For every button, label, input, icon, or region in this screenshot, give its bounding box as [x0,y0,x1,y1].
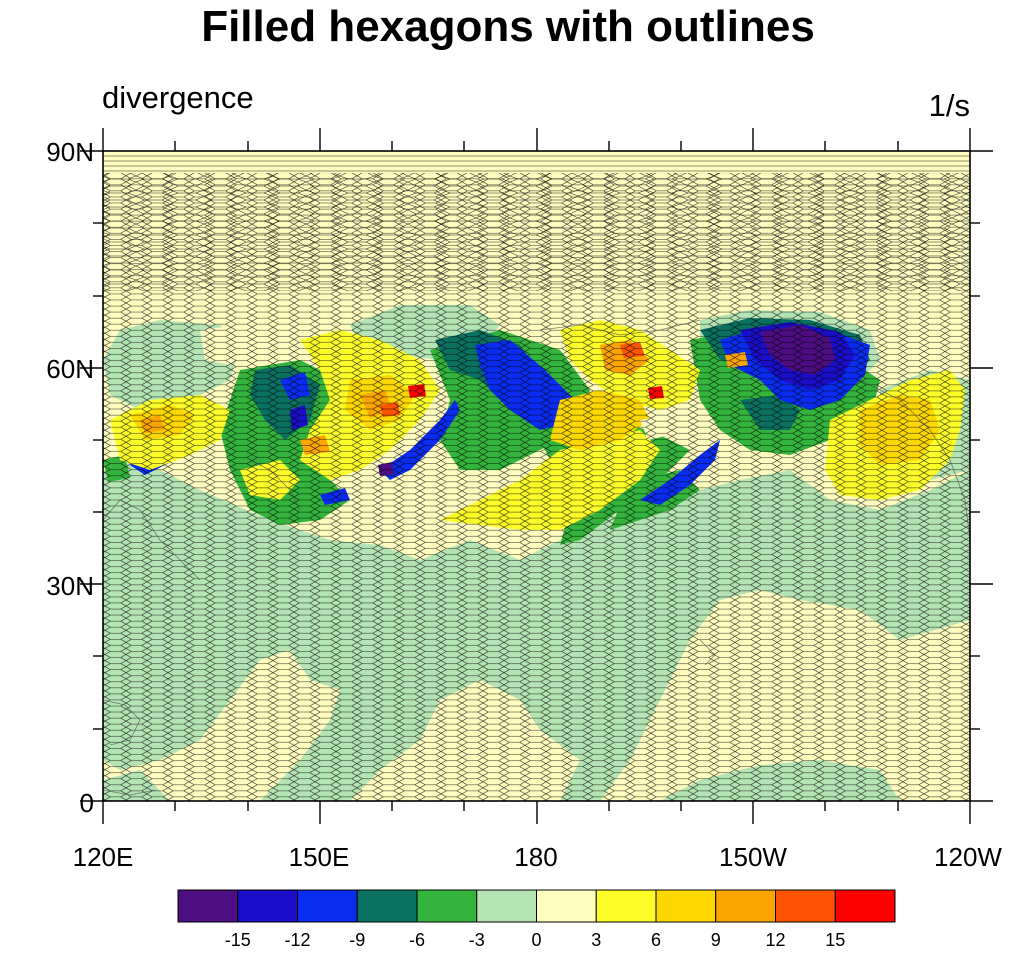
polar-mesh [103,151,970,291]
colorbar-label: -12 [284,930,311,950]
colorbar-box [595,889,657,923]
colorbar-label: 0 [531,930,542,950]
colorbar-label: 6 [650,930,661,950]
colorbar-label: 3 [591,930,602,950]
lon-label-150e: 150E [288,842,350,872]
colorbar-label: -15 [224,930,251,950]
lat-label-0: 0 [79,788,94,818]
chart-title: Filled hexagons with outlines [201,2,815,51]
lon-label-150w: 150W [719,842,787,872]
colorbar-box [297,889,358,923]
colorbar-box [177,889,239,923]
colorbar-box [476,889,537,923]
lon-label-120e: 120E [72,842,134,872]
lon-label-180: 180 [514,842,558,872]
colorbar-box [356,889,418,923]
colorbar-label: 12 [765,930,786,950]
colorbar-label: -3 [468,930,485,950]
colorbar-box [416,889,478,923]
colorbar-box [715,889,776,923]
lat-label-60n: 60N [46,354,94,384]
colorbar-box [536,889,597,923]
colorbar-box [655,889,717,923]
colorbar-box [775,889,836,923]
colorbar-label: -6 [408,930,425,950]
lon-label-120w: 120W [934,842,1002,872]
lat-label-90n: 90N [46,137,94,167]
axis-ticks [80,128,993,824]
variable-name: divergence [102,80,254,115]
polar-rows [103,155,970,172]
coastlines [103,319,970,796]
colorbar-box [834,889,896,923]
lat-label-30n: 30N [46,571,94,601]
map-area [103,151,970,801]
colorbar-label: -9 [349,930,366,950]
colorbar [177,889,896,923]
colorbar-box [237,889,298,923]
colorbar-label: 15 [825,930,846,950]
colorbar-label: 9 [710,930,721,950]
units-label: 1/s [928,88,970,123]
